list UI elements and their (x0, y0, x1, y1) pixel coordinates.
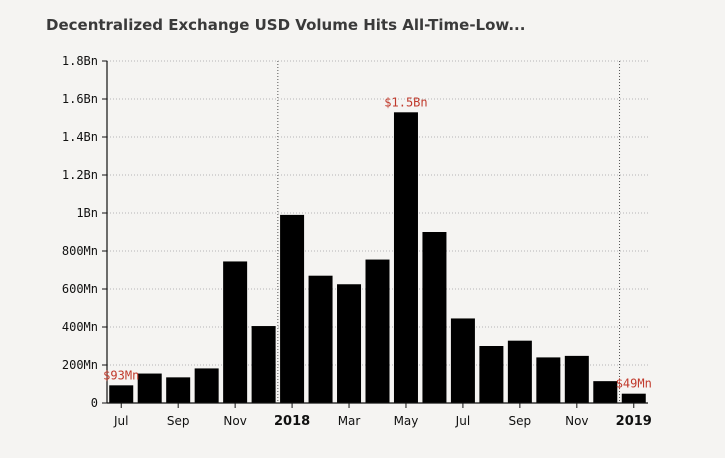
chart-title: Decentralized Exchange USD Volume Hits A… (46, 16, 526, 34)
x-tick-label: 2019 (616, 414, 652, 429)
x-tick-label: Sep (509, 414, 532, 428)
x-tick-label: Jul (113, 414, 128, 428)
x-tick-label: May (394, 414, 419, 428)
y-tick-label: 800Mn (62, 244, 98, 258)
data-label: $93Mn (103, 368, 139, 382)
bar-mar-2018 (337, 284, 362, 403)
data-label: $1.5Bn (384, 95, 427, 109)
bar-jul-2018 (450, 318, 475, 403)
data-label: $49Mn (616, 377, 652, 391)
bar-aug-2017 (137, 373, 162, 403)
bar-jan-2018 (280, 214, 305, 403)
x-tick-label: Sep (167, 414, 190, 428)
bar-jun-2018 (422, 232, 447, 403)
bar-sep-2017 (166, 377, 191, 403)
bar-dec-2018 (593, 381, 618, 403)
bar-dec-2017 (251, 326, 276, 403)
x-tick-label: Jul (455, 414, 470, 428)
x-tick-label: Nov (565, 414, 588, 428)
bar-nov-2018 (564, 355, 589, 403)
y-tick-label: 0 (91, 396, 98, 410)
bar-apr-2018 (365, 259, 390, 403)
y-tick-label: 1.6Bn (62, 92, 98, 106)
bar-oct-2018 (536, 357, 561, 403)
bar-oct-2017 (194, 368, 219, 403)
y-tick-label: 1.2Bn (62, 168, 98, 182)
bar-jan-2019 (621, 393, 646, 403)
y-tick-label: 1.8Bn (62, 54, 98, 68)
bar-sep-2018 (507, 340, 532, 403)
bar-nov-2017 (223, 261, 248, 403)
x-tick-label: Nov (223, 414, 246, 428)
bar-may-2018 (393, 112, 418, 404)
bar-jul-2017 (109, 385, 134, 403)
y-tick-label: 200Mn (62, 358, 98, 372)
y-tick-label: 600Mn (62, 282, 98, 296)
y-tick-label: 400Mn (62, 320, 98, 334)
y-tick-label: 1.4Bn (62, 130, 98, 144)
bar-aug-2018 (479, 346, 504, 403)
bar-feb-2018 (308, 275, 333, 403)
x-tick-label: 2018 (274, 414, 310, 429)
x-tick-label: Mar (338, 414, 361, 428)
y-tick-label: 1Bn (76, 206, 98, 220)
